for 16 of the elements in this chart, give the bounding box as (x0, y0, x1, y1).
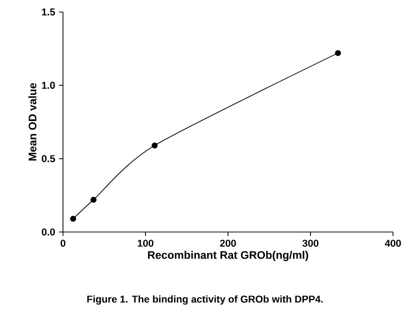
x-tick-label: 200 (220, 240, 236, 247)
point (152, 142, 158, 148)
caption: Figure 1. The binding activity of GROb with DPP4. (87, 295, 323, 305)
point (70, 216, 76, 222)
y-tick-label: 1.0 (42, 82, 55, 89)
x-tick-label: 0 (60, 240, 66, 247)
point (334, 50, 341, 56)
y-tick-label: 0.5 (42, 155, 56, 162)
x-tick-label: 400 (384, 240, 401, 247)
y-axis-title: Mean OD value (28, 83, 36, 161)
x-tick-label: 300 (302, 240, 318, 247)
y-tick-label: 1.5 (42, 8, 56, 16)
x-tick-label: 100 (138, 240, 154, 247)
x-axis-title: Recombinant Rat GROb(ng/ml) (148, 250, 308, 262)
y-tick-label: 0.0 (42, 228, 55, 236)
point (90, 196, 97, 203)
